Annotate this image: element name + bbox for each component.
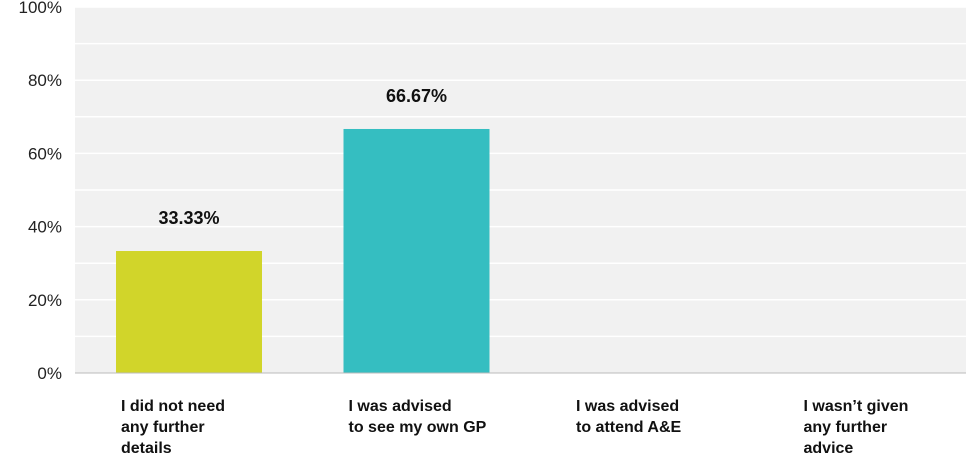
bars bbox=[116, 128, 490, 373]
y-tick-label: 80% bbox=[28, 71, 62, 90]
y-tick-label: 100% bbox=[19, 0, 62, 17]
x-tick-label: I was advised to see my own GP bbox=[349, 398, 487, 436]
x-axis-categories: I did not need any further details I was ad… bbox=[121, 398, 908, 457]
data-label: 33.33% bbox=[158, 208, 219, 228]
y-tick-label: 0% bbox=[37, 364, 62, 383]
x-tick-label: I wasn’t given any further advice bbox=[804, 398, 909, 457]
x-tick-label: I was advised to attend A&E bbox=[576, 398, 682, 436]
x-tick-label: I did not need any further details bbox=[121, 398, 225, 457]
y-tick-label: 40% bbox=[28, 218, 62, 237]
bar bbox=[116, 251, 262, 373]
y-axis-ticks: 0% 20% 40% 60% 80% 100% bbox=[19, 0, 62, 383]
y-tick-label: 60% bbox=[28, 144, 62, 163]
data-labels: 33.33% 66.67% bbox=[158, 86, 447, 228]
data-label: 66.67% bbox=[386, 86, 447, 106]
y-tick-label: 20% bbox=[28, 291, 62, 310]
bar bbox=[343, 128, 490, 373]
